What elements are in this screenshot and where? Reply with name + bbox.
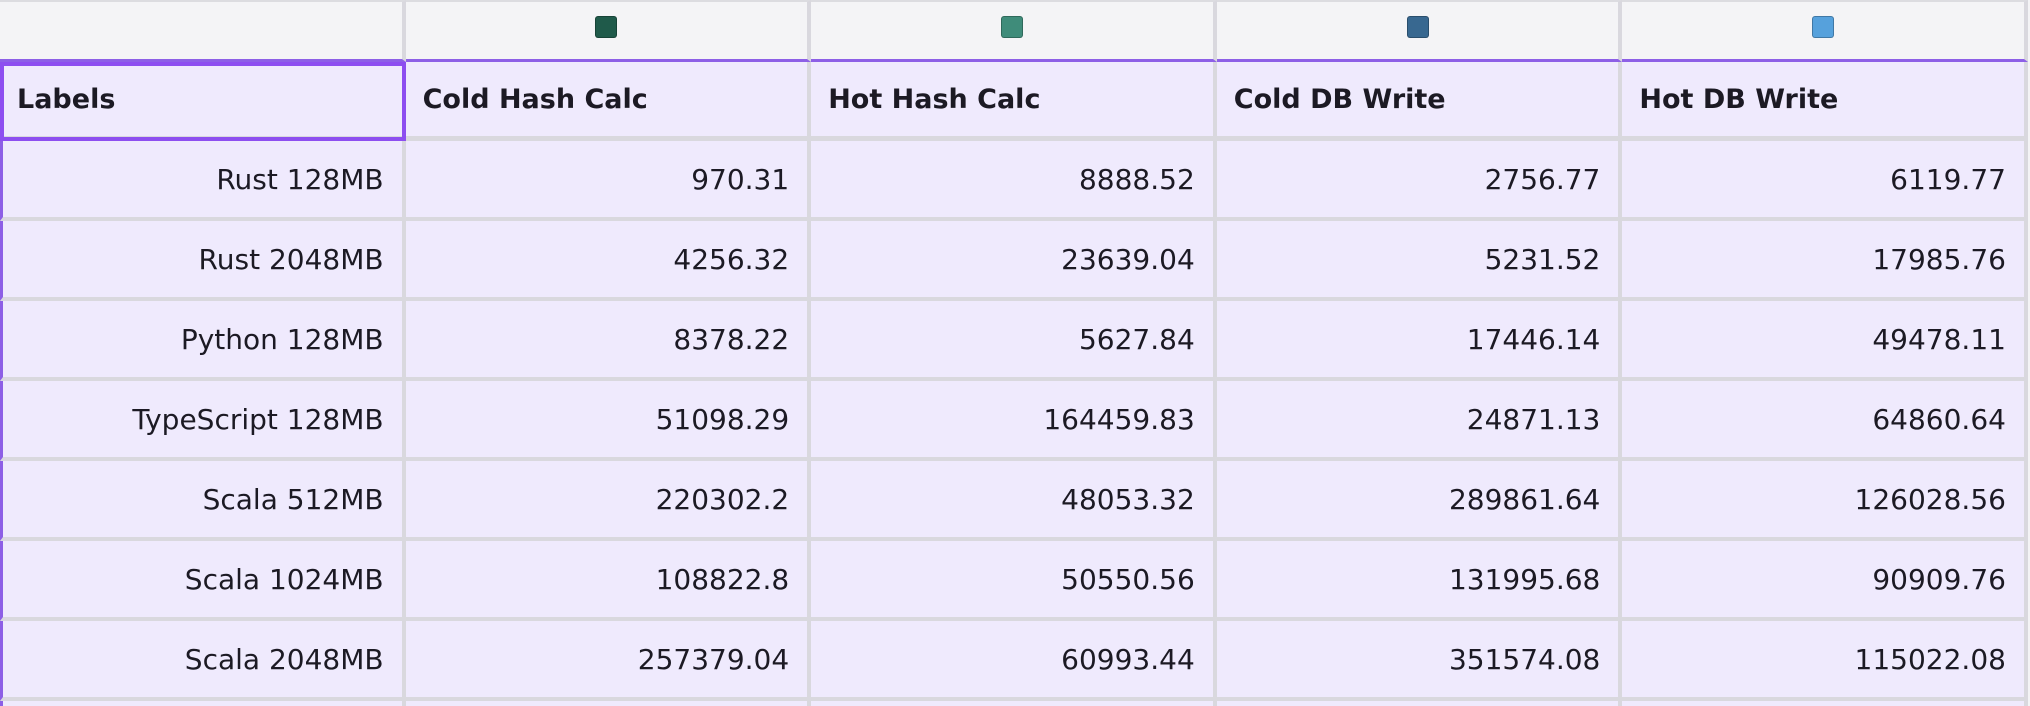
table-row: Scala 1024MB 108822.8 50550.56 131995.68 909…	[0, 541, 2028, 621]
hot-db-write-cell[interactable]: 115022.08	[1622, 621, 2028, 701]
label-cell[interactable]: Scala 2048MB	[0, 621, 406, 701]
hot-hash-calc-cell[interactable]	[811, 701, 1217, 706]
table-row: TypeScript 128MB 51098.29 164459.83 24871.1…	[0, 381, 2028, 461]
hot-db-write-cell[interactable]: 126028.56	[1622, 461, 2028, 541]
swatch-cell-cold-hash-calc[interactable]	[405, 0, 812, 62]
hot-hash-calc-cell[interactable]: 60993.44	[811, 621, 1217, 701]
hot-hash-calc-cell[interactable]: 164459.83	[811, 381, 1217, 461]
swatch-cell-cold-db-write[interactable]	[1216, 0, 1623, 62]
label-cell[interactable]: TypeScript 128MB	[0, 381, 406, 461]
label-cell[interactable]: Python 128MB	[0, 301, 406, 381]
swatch-cell-hot-hash-calc[interactable]	[811, 0, 1217, 62]
hot-hash-calc-cell[interactable]: 23639.04	[811, 221, 1217, 301]
hot-db-write-cell[interactable]: 6119.77	[1622, 141, 2028, 221]
cold-hash-calc-cell[interactable]: 8378.22	[405, 301, 812, 381]
cold-hash-calc-cell[interactable]: 257379.04	[405, 621, 812, 701]
header-cell-labels[interactable]: Labels	[0, 62, 406, 141]
column-header-row: Labels Cold Hash Calc Hot Hash Calc Cold…	[0, 62, 2028, 141]
table-row: Python 128MB 8378.22 5627.84 17446.14 49478.…	[0, 301, 2028, 381]
label-cell[interactable]: Rust 128MB	[0, 141, 406, 221]
hot-db-write-cell[interactable]: 49478.11	[1622, 301, 2028, 381]
hot-hash-calc-cell[interactable]: 8888.52	[811, 141, 1217, 221]
hot-db-write-cell[interactable]	[1622, 701, 2028, 706]
table-row: Scala 512MB 220302.2 48053.32 289861.64 1260…	[0, 461, 2028, 541]
color-swatch-icon[interactable]	[1406, 15, 1429, 38]
cold-db-write-cell[interactable]: 351574.08	[1216, 621, 1623, 701]
cold-db-write-cell[interactable]: 17446.14	[1216, 301, 1623, 381]
cold-hash-calc-cell[interactable]: 51098.29	[405, 381, 812, 461]
cold-hash-calc-cell[interactable]	[405, 701, 812, 706]
label-cell[interactable]: Scala 512MB	[0, 461, 406, 541]
label-cell[interactable]: Scala 1024MB	[0, 541, 406, 621]
hot-db-write-cell[interactable]: 90909.76	[1622, 541, 2028, 621]
cold-db-write-cell[interactable]	[1216, 701, 1623, 706]
swatch-cell-hot-db-write[interactable]	[1622, 0, 2028, 62]
swatch-cell-empty	[0, 0, 406, 62]
hot-db-write-cell[interactable]: 17985.76	[1622, 221, 2028, 301]
table-row: Rust 128MB 970.31 8888.52 2756.77 6119.77	[0, 141, 2028, 221]
table-row: Rust 2048MB 4256.32 23639.04 5231.52 17985.7…	[0, 221, 2028, 301]
cold-hash-calc-cell[interactable]: 970.31	[405, 141, 812, 221]
cold-hash-calc-cell[interactable]: 220302.2	[405, 461, 812, 541]
label-cell[interactable]	[0, 701, 406, 706]
header-cell-cold-hash-calc[interactable]: Cold Hash Calc	[405, 62, 812, 141]
table-row: Scala 2048MB 257379.04 60993.44 351574.08 11…	[0, 621, 2028, 701]
header-cell-hot-db-write[interactable]: Hot DB Write	[1622, 62, 2028, 141]
color-swatch-icon[interactable]	[595, 15, 618, 38]
cold-db-write-cell[interactable]: 289861.64	[1216, 461, 1623, 541]
table-row	[0, 701, 2028, 706]
cold-db-write-cell[interactable]: 24871.13	[1216, 381, 1623, 461]
label-cell[interactable]: Rust 2048MB	[0, 221, 406, 301]
hot-hash-calc-cell[interactable]: 50550.56	[811, 541, 1217, 621]
hot-hash-calc-cell[interactable]: 48053.32	[811, 461, 1217, 541]
series-color-row	[0, 0, 2030, 62]
cold-db-write-cell[interactable]: 2756.77	[1216, 141, 1623, 221]
hot-db-write-cell[interactable]: 64860.64	[1622, 381, 2028, 461]
header-cell-hot-hash-calc[interactable]: Hot Hash Calc	[811, 62, 1217, 141]
color-swatch-icon[interactable]	[1000, 15, 1023, 38]
header-cell-cold-db-write[interactable]: Cold DB Write	[1216, 62, 1623, 141]
cold-db-write-cell[interactable]: 5231.52	[1216, 221, 1623, 301]
hot-hash-calc-cell[interactable]: 5627.84	[811, 301, 1217, 381]
color-swatch-icon[interactable]	[1812, 15, 1835, 38]
cold-hash-calc-cell[interactable]: 4256.32	[405, 221, 812, 301]
cold-db-write-cell[interactable]: 131995.68	[1216, 541, 1623, 621]
cold-hash-calc-cell[interactable]: 108822.8	[405, 541, 812, 621]
